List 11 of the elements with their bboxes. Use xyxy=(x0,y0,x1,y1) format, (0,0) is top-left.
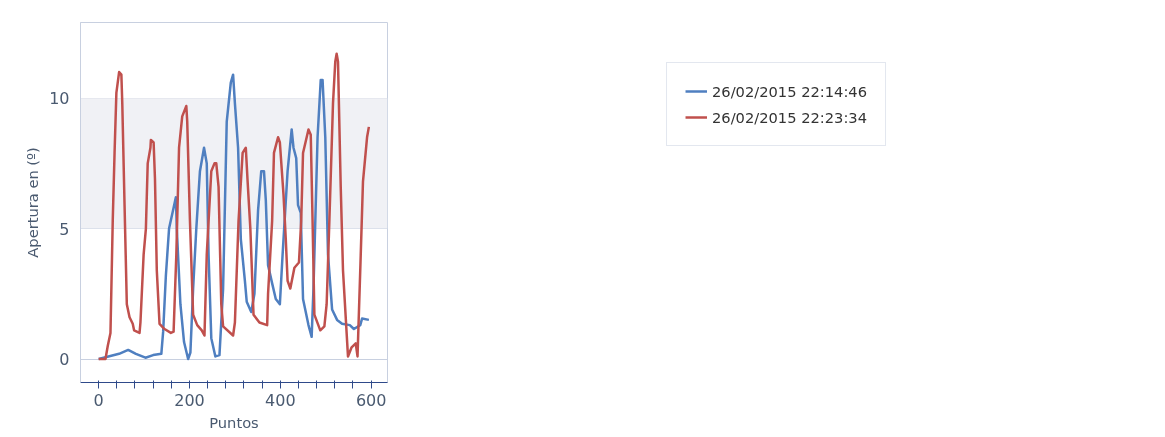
x-tick-label: 0 xyxy=(93,390,104,410)
legend-label: 26/02/2015 22:23:34 xyxy=(712,108,867,126)
x-tick-label: 400 xyxy=(265,390,296,410)
x-tick-label: 600 xyxy=(355,390,387,410)
legend-label: 26/02/2015 22:14:46 xyxy=(712,82,867,100)
y-tick-label: 5 xyxy=(59,219,70,239)
y-tick-label: 0 xyxy=(59,350,70,370)
y-axis-title: Apertura en (º) xyxy=(24,147,42,258)
y-tick-label: 10 xyxy=(49,89,70,109)
x-axis-title: Puntos xyxy=(209,413,259,431)
x-tick-label: 200 xyxy=(174,390,205,410)
